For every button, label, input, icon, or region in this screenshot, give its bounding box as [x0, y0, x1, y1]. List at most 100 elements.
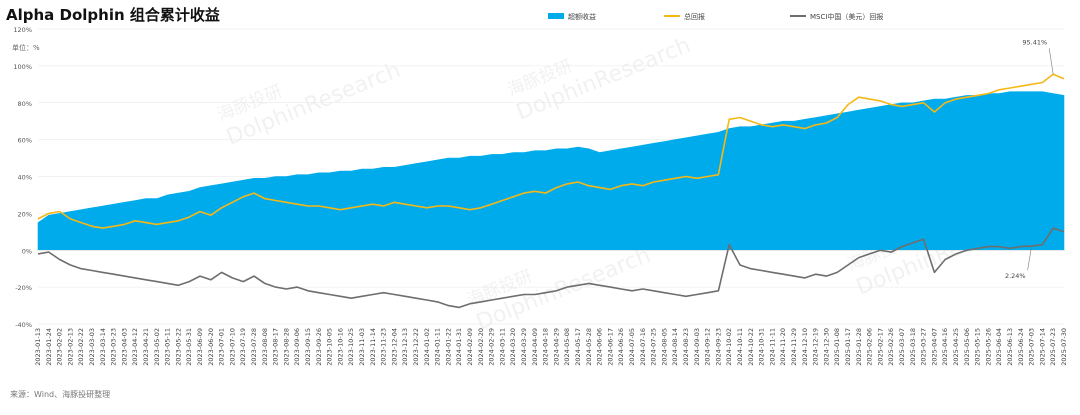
x-tick-label: 2023-11-14: [369, 328, 377, 366]
x-tick-label: 2025-06-24: [1017, 328, 1025, 366]
x-axis: 2023-01-13 2023-01-24 2023-02-02 2023-02-13…: [34, 328, 1068, 366]
series-group: [37, 73, 1065, 309]
x-tick-label: 2023-07-10: [228, 328, 236, 366]
x-tick-label: 2024-10-02: [725, 328, 733, 366]
x-tick-label: 2024-02-29: [488, 328, 496, 366]
x-tick-label: 2023-09-06: [293, 328, 301, 366]
x-tick-label: 2025-07-03: [1028, 328, 1036, 366]
x-tick-label: 2024-07-25: [650, 328, 658, 366]
x-tick-label: 2024-07-16: [639, 328, 647, 366]
x-tick-label: 2023-03-23: [110, 328, 118, 366]
legend: 超额收益 总回报 MSCI中国（美元）回报: [548, 12, 883, 21]
x-tick-label: 2024-02-09: [466, 328, 474, 366]
x-tick-label: 2025-03-27: [920, 328, 928, 366]
x-tick-label: 2025-04-16: [941, 328, 949, 366]
x-tick-label: 2023-07-01: [218, 328, 226, 366]
x-tick-label: 2023-05-31: [185, 328, 193, 366]
x-tick-label: 2024-08-14: [671, 328, 679, 366]
x-tick-label: 2025-05-26: [984, 328, 992, 366]
x-tick-label: 2023-07-28: [250, 328, 258, 366]
x-tick-label: 2023-04-03: [120, 328, 128, 366]
x-tick-label: 2023-02-02: [56, 328, 64, 366]
x-tick-label: 2023-12-13: [401, 328, 409, 366]
y-tick-label: 60%: [18, 137, 32, 145]
legend-swatch-excess: [548, 13, 564, 19]
x-tick-label: 2025-07-23: [1049, 328, 1057, 366]
x-tick-label: 2023-10-16: [336, 328, 344, 366]
series-area-excess-return: [37, 91, 1065, 251]
source-note: 来源：Wind、海豚投研整理: [10, 390, 111, 399]
x-tick-label: 2023-04-21: [142, 328, 150, 366]
x-tick-label: 2024-05-28: [585, 328, 593, 366]
x-tick-label: 2025-02-06: [866, 328, 874, 366]
x-tick-label: 2023-09-15: [304, 328, 312, 366]
x-tick-label: 2025-07-14: [1038, 328, 1046, 366]
x-tick-label: 2023-11-03: [358, 328, 366, 366]
x-tick-label: 2024-06-17: [606, 328, 614, 366]
y-tick-label: 80%: [18, 100, 32, 108]
y-tick-label: 40%: [18, 174, 32, 182]
x-tick-label: 2023-12-22: [412, 328, 420, 366]
x-tick-label: 2023-03-03: [88, 328, 96, 366]
x-tick-label: 2023-06-20: [207, 328, 215, 366]
x-tick-label: 2024-10-11: [736, 328, 744, 366]
y-tick-label: -20%: [15, 284, 32, 292]
x-tick-label: 2024-01-02: [423, 328, 431, 366]
x-tick-label: 2025-06-13: [1006, 328, 1014, 366]
x-tick-label: 2024-04-29: [552, 328, 560, 366]
x-tick-label: 2024-06-26: [617, 328, 625, 366]
x-tick-label: 2025-03-18: [909, 328, 917, 366]
x-tick-label: 2023-06-09: [196, 328, 204, 366]
x-tick-label: 2024-04-18: [542, 328, 550, 366]
x-tick-label: 2024-05-08: [563, 328, 571, 366]
y-tick-label: 0%: [22, 247, 32, 255]
x-tick-label: 2023-08-08: [261, 328, 269, 366]
x-tick-label: 2023-10-05: [326, 328, 334, 366]
x-tick-label: 2025-07-30: [1060, 328, 1068, 366]
x-tick-label: 2023-05-02: [153, 328, 161, 366]
legend-label: MSCI中国（美元）回报: [810, 12, 883, 21]
x-tick-label: 2025-06-04: [995, 328, 1003, 366]
x-tick-label: 2025-05-15: [974, 328, 982, 366]
x-tick-label: 2023-05-22: [174, 328, 182, 366]
x-tick-label: 2024-01-11: [434, 328, 442, 366]
x-tick-label: 2025-01-17: [844, 328, 852, 366]
x-tick-label: 2024-11-11: [768, 328, 776, 366]
y-tick-label: -40%: [15, 321, 32, 329]
x-tick-label: 2024-06-06: [596, 328, 604, 366]
x-tick-label: 2025-02-26: [887, 328, 895, 366]
y-axis: 120% 100% 80% 60% 40% 20% 0% -20% -40%: [13, 26, 32, 329]
x-tick-label: 2024-12-19: [812, 328, 820, 366]
x-tick-label: 2024-09-03: [693, 328, 701, 366]
x-tick-label: 2023-01-24: [45, 328, 53, 366]
x-tick-label: 2023-02-13: [66, 328, 74, 366]
y-tick-label: 100%: [13, 63, 32, 71]
x-tick-label: 2024-01-22: [444, 328, 452, 366]
x-tick-label: 2023-12-04: [390, 328, 398, 366]
x-tick-label: 2023-02-22: [77, 328, 85, 366]
x-tick-label: 2024-12-10: [801, 328, 809, 366]
x-tick-label: 2025-03-07: [898, 328, 906, 366]
series-line-total-return: [37, 73, 1065, 229]
x-tick-label: 2025-01-28: [855, 328, 863, 366]
x-tick-label: 2024-09-12: [704, 328, 712, 366]
x-tick-label: 2024-11-29: [790, 328, 798, 366]
annotations: 95.41% 2.24%: [1005, 38, 1054, 280]
x-tick-label: 2024-09-23: [714, 328, 722, 366]
annotation-label: 2.24%: [1005, 272, 1026, 280]
x-tick-label: 2024-03-20: [509, 328, 517, 366]
x-tick-label: 2023-10-25: [347, 328, 355, 366]
x-tick-label: 2023-04-12: [131, 328, 139, 366]
series-line-msci-china: [37, 227, 1065, 309]
x-tick-label: 2024-05-17: [574, 328, 582, 366]
x-tick-label: 2023-08-17: [272, 328, 280, 366]
x-tick-label: 2024-01-31: [455, 328, 463, 366]
annotation-leader: [1048, 48, 1054, 75]
x-tick-label: 2024-02-20: [477, 328, 485, 366]
x-tick-label: 2023-05-11: [164, 328, 172, 366]
x-tick-label: 2023-08-28: [282, 328, 290, 366]
x-tick-label: 2024-08-23: [682, 328, 690, 366]
